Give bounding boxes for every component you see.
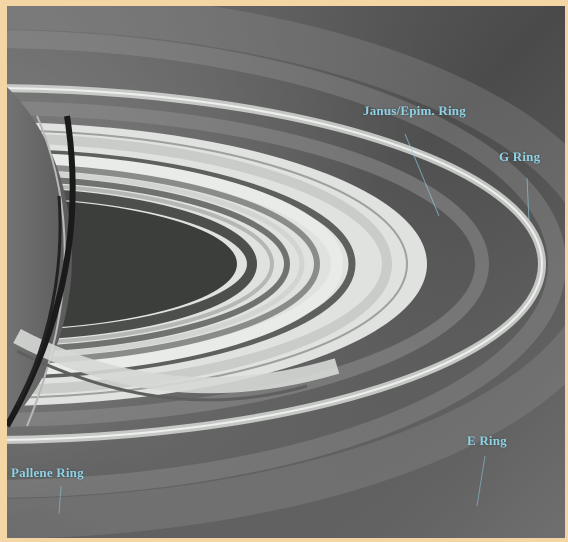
encke-gap — [7, 129, 408, 399]
b-ring-band-4 — [7, 182, 274, 346]
label-e-ring: E Ring — [467, 433, 507, 448]
label-janus-epimetheus-ring: Janus/Epim. Ring — [363, 103, 466, 118]
e-ring-inner-band — [7, 30, 565, 498]
g-ring-glow — [7, 87, 543, 441]
b-ring-band-3 — [7, 175, 290, 353]
b-ring-outer — [7, 152, 343, 376]
e-ring-pointer-line — [476, 455, 486, 507]
g-ring-pointer-line — [526, 177, 530, 222]
pallene-pointer-line — [58, 485, 62, 515]
cassini-division — [7, 148, 356, 380]
saturn-ring-photo: Janus/Epim. Ring G Ring E Ring Pallene R… — [7, 6, 565, 538]
b-ring-band-1 — [7, 163, 320, 365]
label-pallene-ring: Pallene Ring — [11, 465, 84, 480]
a-ring-inner-shade — [7, 133, 392, 395]
ring-system-graphic — [7, 6, 565, 538]
label-g-ring: G Ring — [499, 149, 541, 164]
planet-shadow-arc-2 — [15, 195, 62, 407]
janus-epimetheus-ring — [7, 101, 489, 427]
front-ring-shadow — [16, 349, 308, 402]
janus-pointer-line — [404, 133, 440, 217]
front-ring-arc — [13, 328, 340, 394]
c-ring — [7, 187, 257, 341]
b-ring-band-2 — [7, 169, 305, 359]
